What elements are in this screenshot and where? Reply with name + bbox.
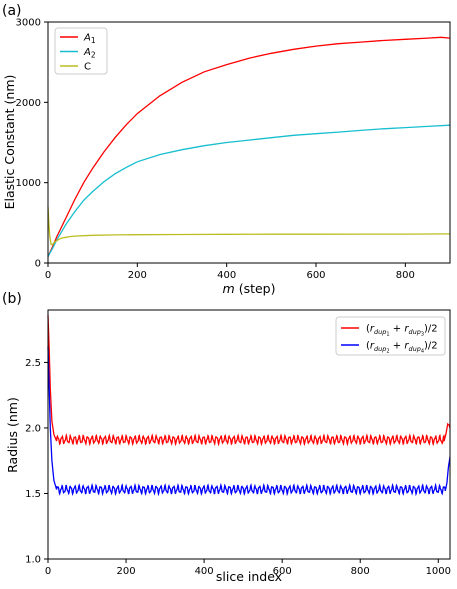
panel-b-label: (b) bbox=[2, 291, 22, 307]
y-tick-label: 2.5 bbox=[25, 358, 41, 369]
series-line-radius-1 bbox=[47, 315, 451, 447]
legend-box bbox=[54, 27, 108, 75]
series-line-c bbox=[47, 206, 451, 246]
panel-b-y-ticks: 1.0 1.5 2.0 2.5 bbox=[25, 358, 48, 566]
panel-a: (a) 0 200 400 600 800 0 1000 2000 3000 m (step)… bbox=[2, 3, 451, 296]
panel-a-frame bbox=[47, 21, 451, 264]
legend-entry-a2: A2 bbox=[83, 47, 96, 60]
x-tick-label: 600 bbox=[306, 270, 325, 281]
series-line-radius-2 bbox=[47, 346, 451, 497]
x-tick-label: 400 bbox=[217, 270, 236, 281]
panel-b-x-axis-label: slice index bbox=[216, 569, 282, 584]
x-tick-label: 0 bbox=[45, 270, 51, 281]
legend-entry-a1: A1 bbox=[83, 33, 96, 46]
y-tick-label: 1000 bbox=[16, 178, 41, 189]
x-tick-label: 800 bbox=[351, 566, 370, 577]
x-tick-label: 200 bbox=[117, 566, 136, 577]
y-tick-label: 0 bbox=[35, 259, 41, 270]
panel-a-y-ticks: 0 1000 2000 3000 bbox=[16, 18, 48, 270]
panel-b-legend: (rdup1 + rdup3)/2 (rdup2 + rdup4)/2 bbox=[335, 316, 446, 356]
x-tick-label: 800 bbox=[396, 270, 415, 281]
panel-b-plot-area bbox=[47, 315, 451, 497]
panel-b-y-axis-label: Radius (nm) bbox=[5, 397, 20, 473]
panel-a-label: (a) bbox=[2, 3, 22, 19]
panel-a-x-axis-label: m (step) bbox=[223, 281, 276, 296]
x-tick-label: 1000 bbox=[426, 566, 451, 577]
legend-box bbox=[335, 316, 446, 356]
panel-a-y-axis-label: Elastic Constant (nm) bbox=[2, 75, 17, 210]
panel-b-frame bbox=[47, 309, 451, 560]
x-tick-label: 600 bbox=[273, 566, 292, 577]
y-tick-label: 1.0 bbox=[25, 555, 41, 566]
panel-a-plot-area bbox=[47, 36, 451, 257]
y-tick-label: 2000 bbox=[16, 98, 41, 109]
series-line-a2 bbox=[47, 124, 451, 257]
y-tick-label: 2.0 bbox=[25, 423, 41, 434]
series-line-a1 bbox=[47, 36, 451, 257]
legend-entry-radius-2: (rdup2 + rdup4)/2 bbox=[366, 341, 438, 355]
x-tick-label: 0 bbox=[45, 566, 51, 577]
legend-entry-c: C bbox=[84, 62, 91, 73]
panel-b: (b) 0 200 400 600 800 1000 1.0 1.5 2.0 2.5 slice… bbox=[2, 291, 451, 584]
legend-entry-radius-1: (rdup1 + rdup3)/2 bbox=[366, 324, 438, 338]
x-tick-label: 200 bbox=[128, 270, 147, 281]
panel-a-x-ticks: 0 200 400 600 800 bbox=[45, 263, 415, 281]
y-tick-label: 3000 bbox=[16, 18, 41, 29]
panel-b-x-ticks: 0 200 400 600 800 1000 bbox=[45, 559, 451, 577]
x-tick-label: 400 bbox=[195, 566, 214, 577]
y-tick-label: 1.5 bbox=[25, 489, 41, 500]
